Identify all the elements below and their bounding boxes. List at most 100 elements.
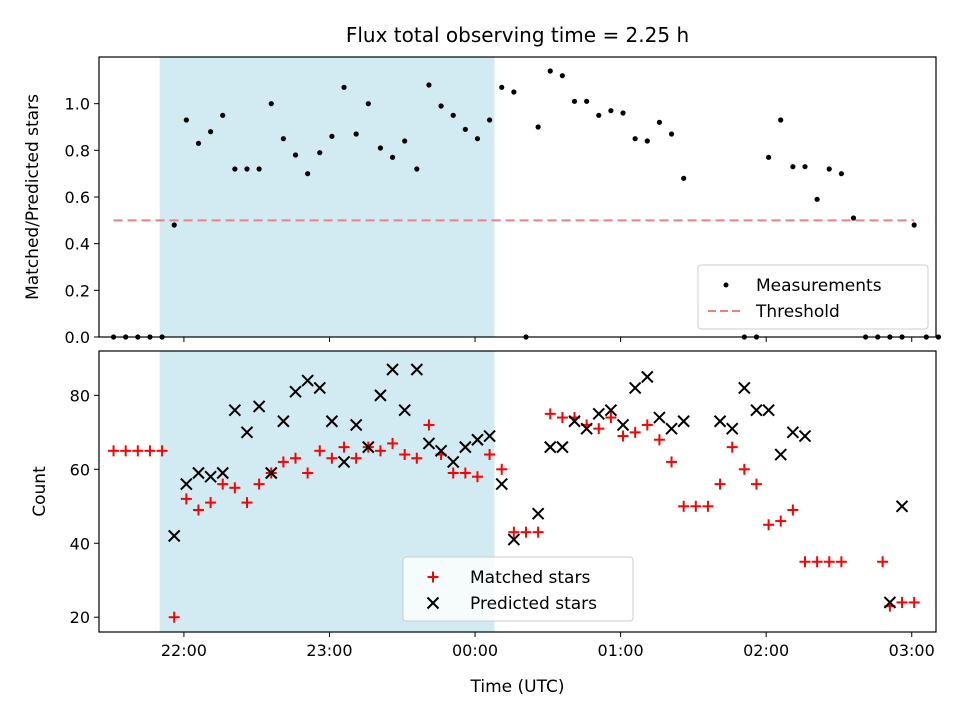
- x-stroke: [192, 466, 205, 480]
- matched-star-point: [447, 467, 459, 479]
- measurement-point: [414, 166, 420, 172]
- x-stroke: [471, 433, 484, 446]
- measurement-point: [547, 68, 553, 74]
- x-stroke: [265, 466, 278, 480]
- measurement-point: [814, 196, 820, 202]
- matched-star-point: [459, 467, 471, 479]
- x-stroke: [786, 426, 800, 439]
- x-tick-label: 03:00: [889, 641, 935, 660]
- x-stroke: [289, 385, 302, 398]
- matched-star-point: [763, 519, 775, 531]
- x-stroke: [337, 455, 351, 469]
- predicted-star-point: [252, 400, 266, 413]
- x-stroke: [459, 440, 472, 454]
- matched-star-point: [471, 471, 483, 483]
- top-plot-frame: [98, 56, 937, 338]
- matched-star-point: [180, 493, 192, 505]
- matched-star-point: [835, 556, 847, 568]
- matched-star-point: [108, 445, 120, 457]
- predicted-star-point: [677, 415, 690, 428]
- matched-star-point: [156, 445, 168, 457]
- x-tick-label: 22:00: [161, 641, 207, 660]
- predicted-star-point: [337, 455, 351, 469]
- x-stroke: [580, 422, 593, 435]
- predicted-star-point: [786, 426, 800, 439]
- x-stroke: [386, 363, 399, 376]
- measurement-point: [426, 82, 432, 88]
- x-stroke: [374, 389, 387, 402]
- x-stroke: [252, 400, 266, 413]
- measurement-point: [462, 126, 468, 132]
- measurement-point: [317, 150, 323, 156]
- x-stroke: [798, 429, 812, 443]
- predicted-star-point: [386, 363, 399, 376]
- x-stroke: [726, 422, 739, 435]
- legend-plus: [427, 571, 439, 583]
- predicted-star-point: [398, 403, 411, 417]
- x-stroke: [568, 415, 581, 428]
- matched-star-point: [120, 445, 132, 457]
- predicted-star-point: [204, 470, 217, 483]
- measurement-point: [620, 110, 626, 116]
- measurement-point: [487, 117, 493, 123]
- predicted-star-point: [434, 444, 448, 458]
- matched-star-point: [726, 441, 738, 453]
- measurement-point: [596, 112, 602, 118]
- predicted-star-point: [568, 415, 581, 428]
- x-stroke: [653, 411, 666, 424]
- predicted-star-point: [447, 455, 460, 469]
- predicted-star-point: [774, 448, 787, 461]
- predicted-star-point: [580, 422, 593, 435]
- bottom-legend: Matched stars Predicted stars: [402, 556, 634, 622]
- bottom-y-axis-label: Count: [30, 466, 50, 517]
- predicted-star-point: [325, 415, 339, 428]
- legend-matched-marker: [427, 571, 439, 583]
- predicted-star-point: [883, 596, 897, 609]
- matched-star-point: [811, 556, 823, 568]
- bottom-y-tick-label: 60: [70, 460, 90, 479]
- chart-title: Flux total observing time = 2.25 h: [346, 23, 689, 47]
- predicted-star-point: [665, 422, 678, 435]
- legend-threshold-label: Threshold: [755, 302, 840, 322]
- predicted-star-point: [713, 415, 727, 428]
- predicted-star-point: [265, 466, 278, 480]
- measurement-point: [280, 136, 286, 142]
- measurement-point: [268, 101, 274, 107]
- x-stroke: [495, 477, 508, 491]
- bottom-y-ticks: 20 40 60 80: [70, 386, 99, 627]
- matched-star-point: [229, 482, 241, 494]
- matched-star-point: [653, 434, 665, 446]
- x-stroke: [895, 500, 909, 513]
- x-stroke: [301, 374, 314, 387]
- predicted-star-point: [641, 370, 654, 384]
- matched-star-point: [593, 423, 605, 435]
- matched-star-point: [629, 426, 641, 438]
- measurement-point: [256, 166, 262, 172]
- bottom-y-tick-label: 20: [70, 608, 90, 627]
- matched-star-point: [908, 596, 920, 608]
- top-observing-window-shade: [159, 57, 495, 337]
- predicted-star-point: [192, 466, 205, 480]
- x-stroke: [216, 466, 229, 480]
- measurement-point: [559, 73, 565, 79]
- x-stroke: [774, 448, 787, 461]
- x-stroke: [883, 596, 897, 609]
- matched-star-point: [277, 456, 289, 468]
- x-stroke: [507, 533, 521, 546]
- x-axis-label: Time (UTC): [470, 677, 565, 697]
- matched-star-point: [253, 478, 265, 490]
- bottom-y-tick-label: 40: [70, 534, 90, 553]
- x-stroke: [362, 440, 375, 454]
- measurement-point: [499, 84, 505, 90]
- predicted-star-point: [349, 418, 363, 432]
- matched-star-point: [496, 463, 508, 475]
- predicted-star-point: [289, 385, 302, 398]
- legend-predicted-label: Predicted stars: [470, 594, 597, 614]
- x-stroke: [349, 418, 363, 432]
- measurement-point: [571, 98, 578, 104]
- x-stroke: [398, 403, 411, 417]
- x-stroke: [531, 507, 545, 520]
- predicted-star-point: [750, 403, 763, 417]
- predicted-star-point: [726, 422, 739, 435]
